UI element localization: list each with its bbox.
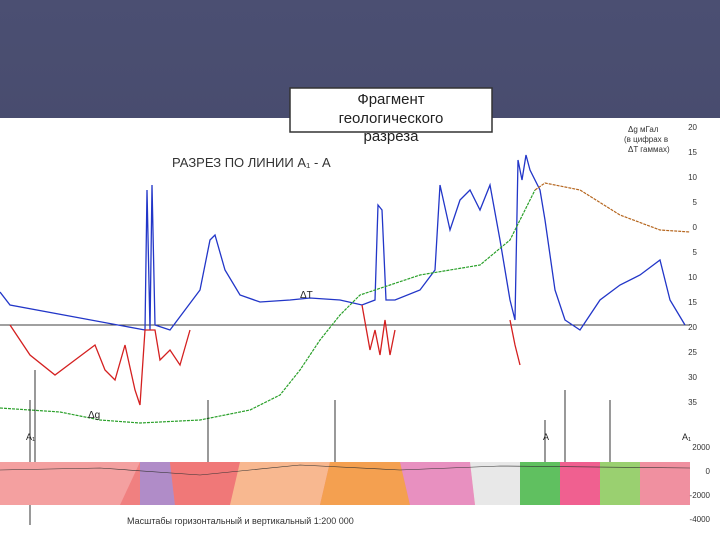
point-label: A₁ (682, 432, 691, 442)
right-scale-label: 20 (688, 123, 697, 132)
scale-note: Масштабы горизонтальный и вертикальный 1… (127, 516, 354, 526)
point-label: A (543, 432, 549, 442)
legend-note-line: ΔT гаммах) (628, 145, 670, 154)
geology-band (0, 462, 691, 505)
right-scale-label: 5 (693, 198, 698, 207)
delta-t-curve (0, 154, 686, 331)
delta-t-negative (9, 324, 191, 406)
right-scale-label: 10 (688, 273, 697, 282)
delta-t-label: ΔT (300, 290, 313, 301)
right-scale-label: 0 (693, 223, 698, 232)
delta-g-curve (0, 189, 536, 424)
delta-t-negative-3 (509, 319, 521, 366)
title-line: геологического (339, 110, 444, 127)
point-label: A₁ (26, 432, 35, 442)
depth-scale-label: -4000 (690, 515, 711, 524)
right-scale-label: 35 (688, 398, 697, 407)
depth-scale-label: 0 (706, 467, 711, 476)
right-scale: 20 15 10 5 0 5 10 15 20 25 30 35 2000 0 -2000 -4000 (688, 123, 710, 524)
depth-scale-label: 2000 (692, 443, 710, 452)
right-scale-label: 20 (688, 323, 697, 332)
depth-scale-label: -2000 (690, 491, 711, 500)
section-title: РАЗРЕЗ ПО ЛИНИИ А₁ - А (172, 155, 331, 170)
delta-g-label: Δg (88, 410, 100, 421)
right-scale-label: 15 (688, 148, 697, 157)
delta-g-curve-east (534, 182, 691, 233)
title-line: разреза (364, 128, 420, 145)
delta-t-negative-2 (361, 304, 396, 356)
right-scale-label: 30 (688, 373, 697, 382)
legend-note-line: Δg мГал (628, 125, 659, 134)
title-box (289, 87, 493, 133)
title-line: Фрагмент (357, 91, 424, 108)
right-scale-label: 5 (693, 248, 698, 257)
right-scale-label: 25 (688, 348, 697, 357)
right-scale-label: 10 (688, 173, 697, 182)
legend-note-line: (в цифрах в (624, 135, 668, 144)
right-scale-label: 15 (688, 298, 697, 307)
